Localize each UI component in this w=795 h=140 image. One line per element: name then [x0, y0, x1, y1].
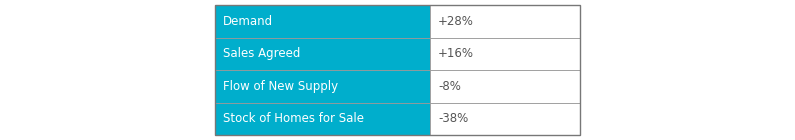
Text: Demand: Demand	[223, 15, 273, 28]
Bar	[430, 5, 580, 38]
Text: +16%: +16%	[438, 47, 474, 60]
Text: -38%: -38%	[438, 112, 468, 125]
Text: Sales Agreed: Sales Agreed	[223, 47, 301, 60]
Bar	[430, 102, 580, 135]
Bar	[215, 102, 430, 135]
Bar	[430, 70, 580, 102]
Bar	[215, 5, 430, 38]
Text: Stock of Homes for Sale: Stock of Homes for Sale	[223, 112, 364, 125]
Bar	[215, 5, 580, 135]
Bar	[215, 38, 430, 70]
Bar	[215, 70, 430, 102]
Bar	[430, 38, 580, 70]
Text: -8%: -8%	[438, 80, 461, 93]
Text: Flow of New Supply: Flow of New Supply	[223, 80, 338, 93]
Text: +28%: +28%	[438, 15, 474, 28]
